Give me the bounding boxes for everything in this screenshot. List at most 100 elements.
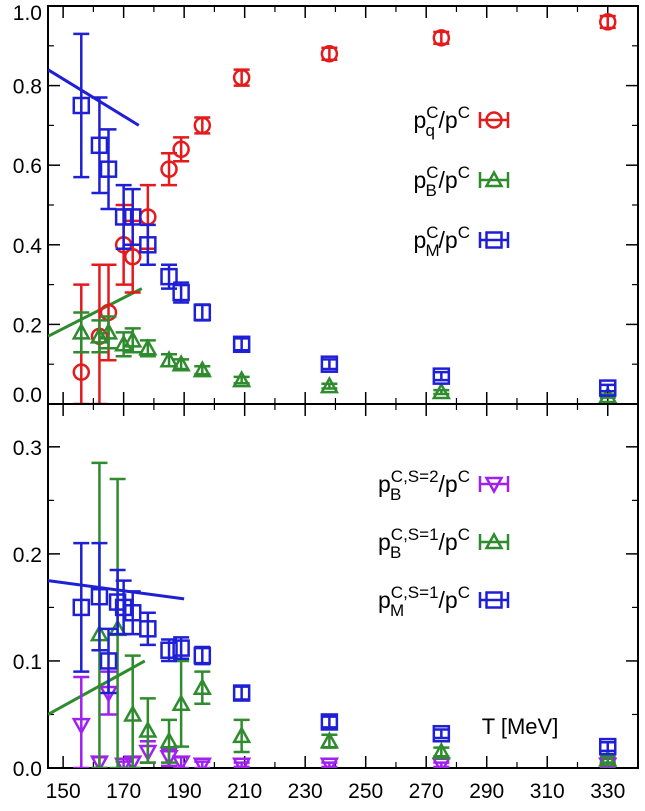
data-point bbox=[431, 741, 451, 760]
fit-line bbox=[48, 659, 146, 716]
legend-label: pC,S=1/pC bbox=[378, 583, 470, 613]
data-point bbox=[90, 587, 109, 606]
legend-entry: pC,S=2/pCB bbox=[378, 467, 510, 504]
data-point bbox=[232, 757, 252, 768]
data-point bbox=[160, 267, 178, 286]
data-point bbox=[123, 247, 142, 266]
legend-marker bbox=[484, 531, 504, 550]
series bbox=[72, 32, 617, 397]
data-point bbox=[232, 370, 252, 388]
data-point bbox=[232, 725, 252, 744]
data-point bbox=[123, 208, 142, 226]
x-tick-label: 250 bbox=[348, 780, 383, 803]
plot-frame bbox=[47, 5, 639, 405]
legend-subscript: B bbox=[390, 543, 401, 562]
series bbox=[72, 13, 617, 404]
plot-frame bbox=[47, 403, 639, 769]
legend-subscript: B bbox=[390, 485, 401, 504]
data-point bbox=[138, 720, 158, 738]
data-point bbox=[432, 724, 451, 743]
x-axis-label: T [MeV] bbox=[482, 714, 559, 739]
data-point bbox=[72, 96, 91, 115]
x-tick-label: 230 bbox=[288, 780, 323, 803]
y-tick-label: 0.0 bbox=[13, 758, 42, 781]
data-point bbox=[598, 749, 618, 767]
data-point bbox=[72, 598, 91, 617]
x-tick-label: 290 bbox=[469, 780, 504, 803]
data-point bbox=[139, 620, 157, 638]
data-point bbox=[172, 283, 190, 302]
data-point bbox=[232, 684, 251, 702]
data-point bbox=[192, 360, 212, 378]
legend-entry: pC/pCM bbox=[413, 223, 510, 260]
y-tick-label: 0.4 bbox=[13, 235, 43, 258]
x-tick-label: 170 bbox=[106, 780, 141, 803]
legend-entry: pC/pCq bbox=[413, 103, 510, 140]
data-point bbox=[193, 646, 212, 665]
data-point bbox=[232, 68, 251, 87]
data-point bbox=[159, 731, 179, 749]
data-layer bbox=[48, 461, 618, 768]
legend-label: pC/pC bbox=[413, 163, 470, 193]
x-tick-label: 190 bbox=[167, 780, 202, 803]
data-point bbox=[123, 704, 143, 722]
x-tick-label: 310 bbox=[530, 780, 565, 803]
fit-line bbox=[48, 579, 185, 601]
series bbox=[72, 541, 617, 756]
data-point bbox=[171, 755, 191, 768]
data-layer bbox=[48, 13, 618, 404]
data-point bbox=[71, 717, 91, 736]
x-tick-label: 150 bbox=[46, 780, 81, 803]
legend-label: pC/pC bbox=[413, 223, 470, 253]
legend-subscript: M bbox=[425, 241, 439, 260]
data-point bbox=[598, 737, 617, 756]
legend-subscript: M bbox=[390, 601, 404, 620]
legend-subscript: B bbox=[425, 181, 436, 200]
data-point bbox=[171, 693, 191, 712]
data-point bbox=[320, 45, 339, 63]
data-point bbox=[138, 338, 158, 356]
data-point bbox=[319, 376, 340, 394]
bottom-panel: 150 170 190 210 230 250 270 290 310 330 0.0 0.1 0.2 0… bbox=[13, 403, 639, 803]
data-point bbox=[108, 593, 127, 611]
data-point bbox=[598, 379, 617, 397]
data-point bbox=[432, 367, 451, 385]
data-point bbox=[139, 236, 157, 254]
data-point bbox=[192, 757, 212, 768]
legend-entry: pC/pCB bbox=[413, 163, 510, 200]
legend-marker bbox=[485, 231, 503, 249]
series bbox=[71, 311, 618, 404]
data-point bbox=[320, 713, 339, 731]
y-tick-label: 0.1 bbox=[13, 651, 42, 674]
data-point bbox=[319, 757, 340, 768]
legend-marker bbox=[484, 169, 504, 188]
data-point bbox=[192, 677, 212, 695]
legend-marker bbox=[485, 591, 503, 609]
data-point bbox=[319, 731, 340, 749]
legend-subscript: q bbox=[425, 121, 434, 140]
legend-label: pC,S=1/pC bbox=[378, 525, 470, 555]
y-tick-label: 0.2 bbox=[13, 314, 42, 337]
data-point bbox=[90, 136, 109, 155]
data-point bbox=[193, 116, 212, 135]
data-point bbox=[114, 598, 133, 617]
legend-entry: pC,S=1/pCB bbox=[378, 525, 510, 562]
legend-marker bbox=[485, 111, 503, 129]
data-point bbox=[172, 639, 190, 657]
y-tick-label: 0.0 bbox=[13, 384, 42, 407]
x-tick-label: 210 bbox=[227, 780, 262, 803]
data-point bbox=[171, 354, 191, 372]
data-point bbox=[159, 350, 179, 368]
y-tick-label: 0.2 bbox=[13, 544, 42, 567]
legend-label: pC/pC bbox=[413, 103, 470, 133]
legend-marker bbox=[484, 476, 504, 495]
data-point bbox=[232, 335, 251, 354]
data-point bbox=[123, 330, 143, 348]
y-tick-label: 0.6 bbox=[13, 155, 42, 178]
data-point bbox=[160, 641, 178, 659]
data-point bbox=[431, 381, 451, 400]
data-point bbox=[71, 322, 91, 340]
data-point bbox=[72, 363, 91, 381]
